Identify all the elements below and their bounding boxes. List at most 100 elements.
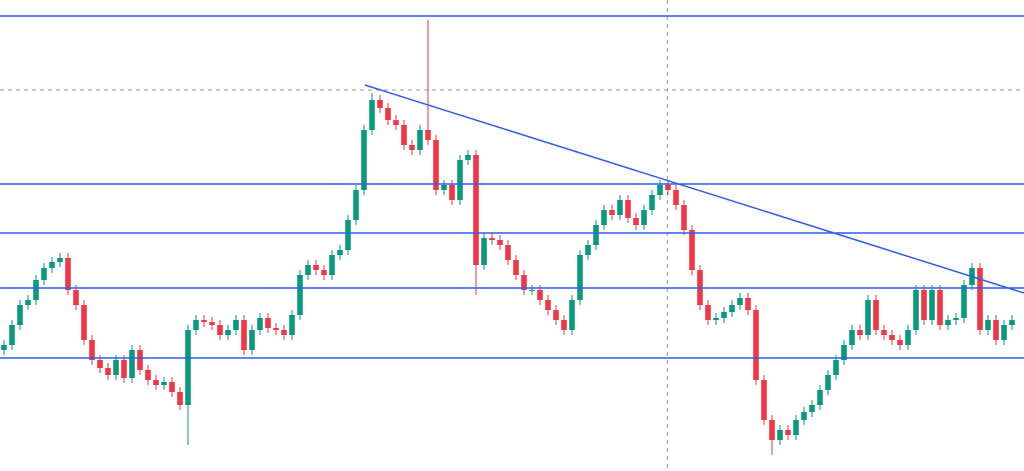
candle-body [465,155,471,160]
candle-body [761,380,767,420]
candle-body [865,300,871,335]
candle-body [649,195,655,210]
candle-body [857,330,863,335]
candle-body [945,320,951,325]
candle-body [673,190,679,205]
candle-body [265,318,271,328]
candle-body [985,320,991,330]
candle-body [561,320,567,330]
candle-body [217,325,223,335]
trendline [364,84,1024,294]
candle-body [681,205,687,230]
candle-body [137,350,143,370]
candle-body [201,320,207,322]
candle-body [113,360,119,375]
candle-body [425,130,431,140]
candle-body [809,405,815,412]
candle-body [473,155,479,265]
candle-body [409,145,415,150]
candle-body [937,290,943,325]
candle-body [529,290,535,291]
candle-body [921,290,927,320]
candle-body [793,420,799,435]
candle-body [913,290,919,330]
candle-body [121,360,127,378]
candle-body [97,360,103,368]
candle-body [281,330,287,335]
candle-body [105,368,111,375]
candle-body [745,298,751,310]
candle-body [753,310,759,380]
candle-body [737,298,743,305]
candle-body [9,325,15,345]
candle-body [825,375,831,390]
candle-body [633,218,639,225]
candle-body [1009,320,1015,325]
candle-body [449,185,455,200]
candle-body [569,300,575,330]
candle-body [1001,325,1007,340]
candle-body [713,318,719,320]
candle-body [537,290,543,300]
candle-body [545,300,551,310]
candle-body [497,240,503,245]
candle-body [273,328,279,330]
candle-body [393,120,399,125]
candle-body [505,245,511,260]
candle-body [257,318,263,330]
candle-body [729,305,735,312]
candle-body [225,330,231,335]
candle-body [1,345,7,350]
candle-body [193,320,199,330]
candle-body [329,255,335,275]
candle-body [369,100,375,130]
candle-body [513,260,519,275]
candle-body [33,280,39,300]
candle-body [785,430,791,435]
candle-body [441,185,447,190]
candle-body [801,412,807,420]
candle-body [769,420,775,440]
candle-body [57,258,63,262]
candle-body [601,210,607,225]
candle-body [81,305,87,340]
candle-body [961,285,967,318]
candle-body [873,300,879,330]
candle-body [841,345,847,360]
candle-body [145,370,151,380]
candle-body [721,312,727,318]
candle-body [185,330,191,405]
candle-body [777,430,783,440]
candle-body [593,225,599,245]
candle-body [641,210,647,225]
candle-body [665,185,671,190]
candle-body [609,210,615,215]
candle-body [993,320,999,340]
candle-body [401,125,407,145]
candle-body [521,275,527,290]
candle-body [345,220,351,250]
candle-body [905,330,911,345]
candle-body [289,315,295,335]
candle-body [929,290,935,320]
candle-body [977,268,983,330]
candle-body [177,392,183,405]
candle-body [169,382,175,392]
candle-body [89,340,95,360]
candle-body [385,108,391,120]
candle-body [377,100,383,108]
candle-body [881,330,887,335]
candle-body [817,390,823,405]
candle-body [457,160,463,200]
candle-body [209,322,215,325]
candle-body [953,318,959,320]
candle-body [897,340,903,345]
candle-body [417,130,423,150]
candle-body [625,200,631,218]
candle-body [361,130,367,190]
candle-body [65,258,71,290]
candle-body [833,360,839,375]
candle-body [353,190,359,220]
candle-body [617,200,623,215]
candle-body [433,140,439,190]
